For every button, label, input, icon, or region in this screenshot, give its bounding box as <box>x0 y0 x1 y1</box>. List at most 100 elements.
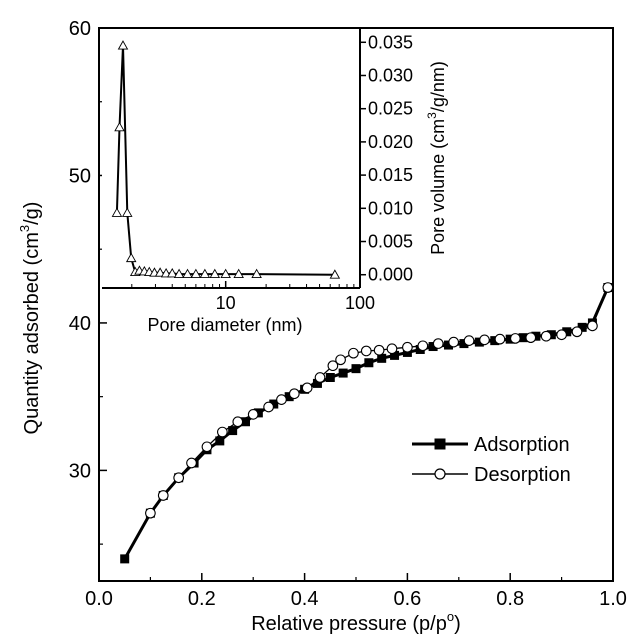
inset-x-tick-label: 10 <box>216 293 236 313</box>
inset-x-tick-label: 100 <box>345 293 375 313</box>
desorption-point <box>479 334 490 346</box>
legend-item-adsorption: Adsorption <box>412 434 570 456</box>
inset-y-tick-label: 0.035 <box>368 32 413 52</box>
adsorption-point <box>240 417 250 427</box>
adsorption-point <box>428 342 438 352</box>
pore-size-point <box>160 267 172 278</box>
y-axis-title-main: Quantity adsorbed (cm <box>21 232 43 434</box>
pore-size-point <box>125 252 137 263</box>
desorption-point <box>247 409 259 420</box>
desorption-point <box>157 490 169 501</box>
inset-y-axis-title-end: /g/nm) <box>428 61 448 112</box>
pore-size-point <box>199 268 211 279</box>
x-tick-label: 1.0 <box>599 588 627 610</box>
pore-size-point <box>209 268 221 279</box>
y-tick-label: 60 <box>69 18 91 40</box>
adsorption-point <box>518 333 528 343</box>
x-axis-title-end: ) <box>454 613 461 635</box>
adsorption-point <box>325 372 335 382</box>
main-series-group <box>120 282 614 564</box>
desorption-point <box>386 343 398 355</box>
y-tick-label: 40 <box>69 313 91 335</box>
desorption-point <box>201 441 213 453</box>
desorption-point <box>186 457 197 469</box>
adsorption-point <box>120 554 130 564</box>
pore-size-point <box>166 267 178 278</box>
pore-size-point <box>173 268 185 279</box>
desorption-point <box>448 336 460 348</box>
inset-y-tick-label: 0.030 <box>368 65 413 85</box>
main-x-axis: 0.0 0.2 0.4 0.6 0.8 1.0 <box>85 573 627 610</box>
inset-y-axis-title: Pore volume (cm3/g/nm) <box>425 61 448 255</box>
desorption-point <box>360 345 372 357</box>
inset-x-axis-title: Pore diameter (nm) <box>147 315 302 335</box>
adsorption-point <box>269 399 279 409</box>
desorption-point <box>540 330 552 342</box>
desorption-point <box>494 333 506 345</box>
inset-series-group <box>111 40 341 279</box>
pore-size-point <box>154 267 166 277</box>
adsorption-point <box>459 339 469 349</box>
desorption-point <box>463 335 475 346</box>
pore-size-point <box>114 121 125 132</box>
adsorption-point <box>312 378 322 388</box>
main-y-axis: 30 40 50 60 <box>69 18 107 545</box>
desorption-point <box>232 416 244 428</box>
legend-adsorption-label: Adsorption <box>474 434 570 456</box>
desorption-point <box>263 401 274 413</box>
adsorption-point <box>444 340 454 350</box>
pore-size-point <box>121 207 133 217</box>
x-axis-title-sup: o <box>447 609 454 624</box>
inset-y-axis: 0.000 0.005 0.010 0.015 0.020 0.025 0.030 0.035 <box>360 32 413 285</box>
inset-y-tick-label: 0.000 <box>368 265 413 285</box>
legend-adsorption-marker <box>434 438 446 450</box>
pore-size-point <box>111 207 123 217</box>
x-axis-title-main: Relative pressure (p/p <box>251 613 447 635</box>
legend-item-desorption: Desorption <box>412 464 571 486</box>
inset-plot-background <box>102 29 360 288</box>
desorption-point <box>556 329 567 341</box>
pore-size-point <box>190 268 202 279</box>
desorption-point <box>145 507 156 519</box>
desorption-point <box>217 426 228 438</box>
y-tick-label: 50 <box>69 165 91 187</box>
pore-size-point <box>220 268 231 279</box>
desorption-point <box>288 388 300 400</box>
desorption-point <box>571 326 583 338</box>
main-plot: 0.0 0.2 0.4 0.6 0.8 1.0 30 40 50 60 Relative pre… <box>17 18 627 635</box>
y-tick-label: 30 <box>69 460 91 482</box>
desorption-point <box>314 372 326 383</box>
pore-size-point <box>329 269 341 279</box>
desorption-point <box>525 332 537 344</box>
adsorption-point <box>562 327 572 337</box>
inset-y-axis-title-sup: 3 <box>425 112 439 119</box>
x-tick-label: 0.2 <box>188 588 216 610</box>
desorption-point <box>602 282 614 293</box>
legend-desorption-label: Desorption <box>474 464 571 486</box>
desorption-point <box>348 347 359 359</box>
pore-size-point <box>182 268 193 279</box>
inset-y-tick-label: 0.025 <box>368 99 413 119</box>
inset-y-axis-title-main: Pore volume (cm <box>428 119 448 255</box>
pore-size-point <box>233 268 244 279</box>
y-axis-title: Quantity adsorbed (cm3/g) <box>17 202 43 435</box>
inset-x-axis: 10 100 <box>131 281 375 313</box>
adsorption-point <box>474 337 484 347</box>
inset-y-tick-label: 0.015 <box>368 165 413 185</box>
x-tick-label: 0.4 <box>291 588 319 610</box>
adsorption-point <box>215 436 225 446</box>
desorption-point <box>301 382 313 394</box>
inset-y-tick-label: 0.020 <box>368 132 413 152</box>
y-axis-title-end: /g) <box>21 202 43 225</box>
x-axis-title: Relative pressure (p/po) <box>251 609 461 635</box>
desorption-point <box>509 333 521 344</box>
adsorption-point <box>577 322 587 332</box>
adsorption-point <box>228 426 238 436</box>
adsorption-point <box>364 358 374 368</box>
pore-size-point <box>117 40 129 50</box>
desorption-point <box>432 338 444 349</box>
adsorption-point <box>284 392 294 402</box>
x-tick-label: 0.6 <box>393 588 421 610</box>
y-axis-title-sup: 3 <box>17 225 32 232</box>
